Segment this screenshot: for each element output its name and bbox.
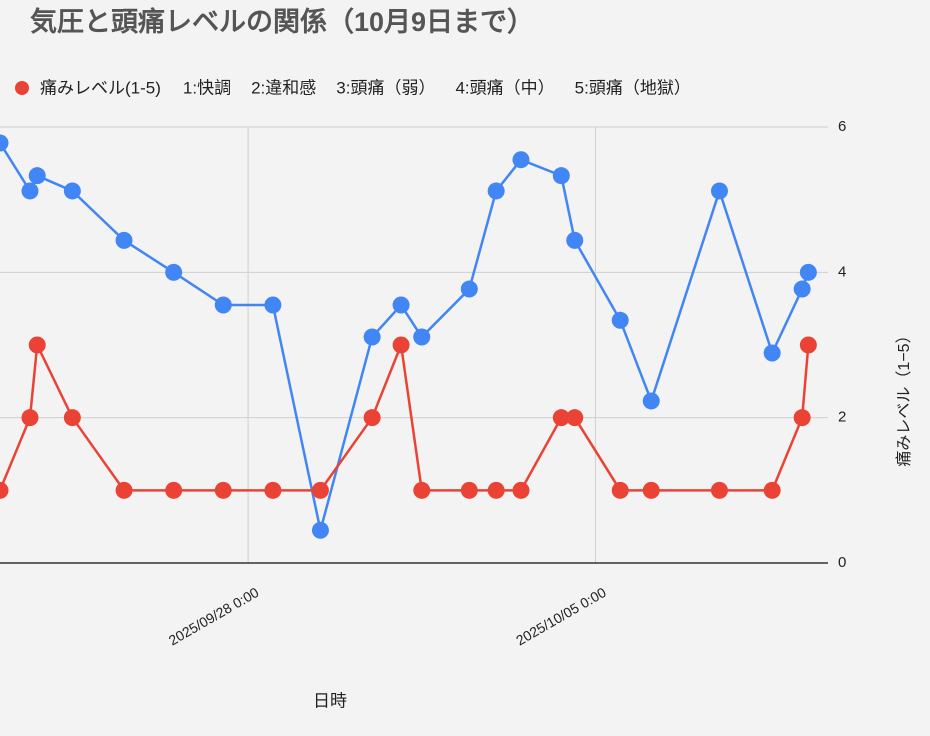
data-point	[63, 182, 81, 200]
legend-note: 5:頭痛（地獄）	[575, 78, 691, 97]
legend-note: 2:違和感	[251, 78, 316, 97]
data-point	[363, 409, 381, 427]
data-point	[487, 481, 505, 499]
y-axis-label: 痛みレベル（1−5）	[895, 327, 913, 466]
data-point	[710, 481, 728, 499]
data-point	[115, 231, 133, 249]
y-tick-label: 6	[838, 118, 846, 135]
legend-marker	[15, 81, 29, 95]
data-point	[165, 263, 183, 281]
legend-note: 4:頭痛（中）	[455, 78, 554, 97]
data-point	[611, 481, 629, 499]
y-tick-label: 2	[838, 409, 846, 426]
data-point	[311, 481, 329, 499]
data-point	[512, 151, 530, 169]
data-point	[21, 182, 39, 200]
chart-title: 気圧と頭痛レベルの関係（10月9日まで）	[30, 6, 534, 37]
data-point	[566, 231, 584, 249]
data-point	[311, 521, 329, 539]
y-tick-label: 0	[838, 554, 846, 571]
data-point	[392, 296, 410, 314]
data-point	[512, 481, 530, 499]
data-point	[552, 409, 570, 427]
data-point	[413, 328, 431, 346]
data-point	[413, 481, 431, 499]
data-point	[63, 409, 81, 427]
data-point	[460, 280, 478, 298]
legend-note: 3:頭痛（弱）	[336, 78, 435, 97]
data-point	[264, 481, 282, 499]
data-point	[799, 263, 817, 281]
data-point	[165, 481, 183, 499]
data-point	[264, 296, 282, 314]
data-point	[487, 182, 505, 200]
legend-label: 痛みレベル(1-5)	[40, 78, 161, 97]
data-point	[799, 336, 817, 354]
data-point	[642, 392, 660, 410]
data-point	[566, 409, 584, 427]
data-point	[363, 328, 381, 346]
data-point	[611, 311, 629, 329]
data-point	[214, 296, 232, 314]
data-point	[793, 409, 811, 427]
legend-note: 1:快調	[183, 78, 231, 97]
data-point	[28, 336, 46, 354]
data-point	[214, 481, 232, 499]
data-point	[392, 336, 410, 354]
data-point	[28, 167, 46, 185]
data-point	[552, 167, 570, 185]
data-point	[115, 481, 133, 499]
data-point	[0, 134, 9, 152]
data-point	[21, 409, 39, 427]
data-point	[0, 481, 9, 499]
data-point	[642, 481, 660, 499]
data-point	[763, 481, 781, 499]
x-axis-label: 日時	[313, 691, 347, 710]
data-point	[763, 344, 781, 362]
y-tick-label: 4	[838, 263, 846, 280]
data-point	[793, 280, 811, 298]
data-point	[710, 182, 728, 200]
data-point	[460, 481, 478, 499]
